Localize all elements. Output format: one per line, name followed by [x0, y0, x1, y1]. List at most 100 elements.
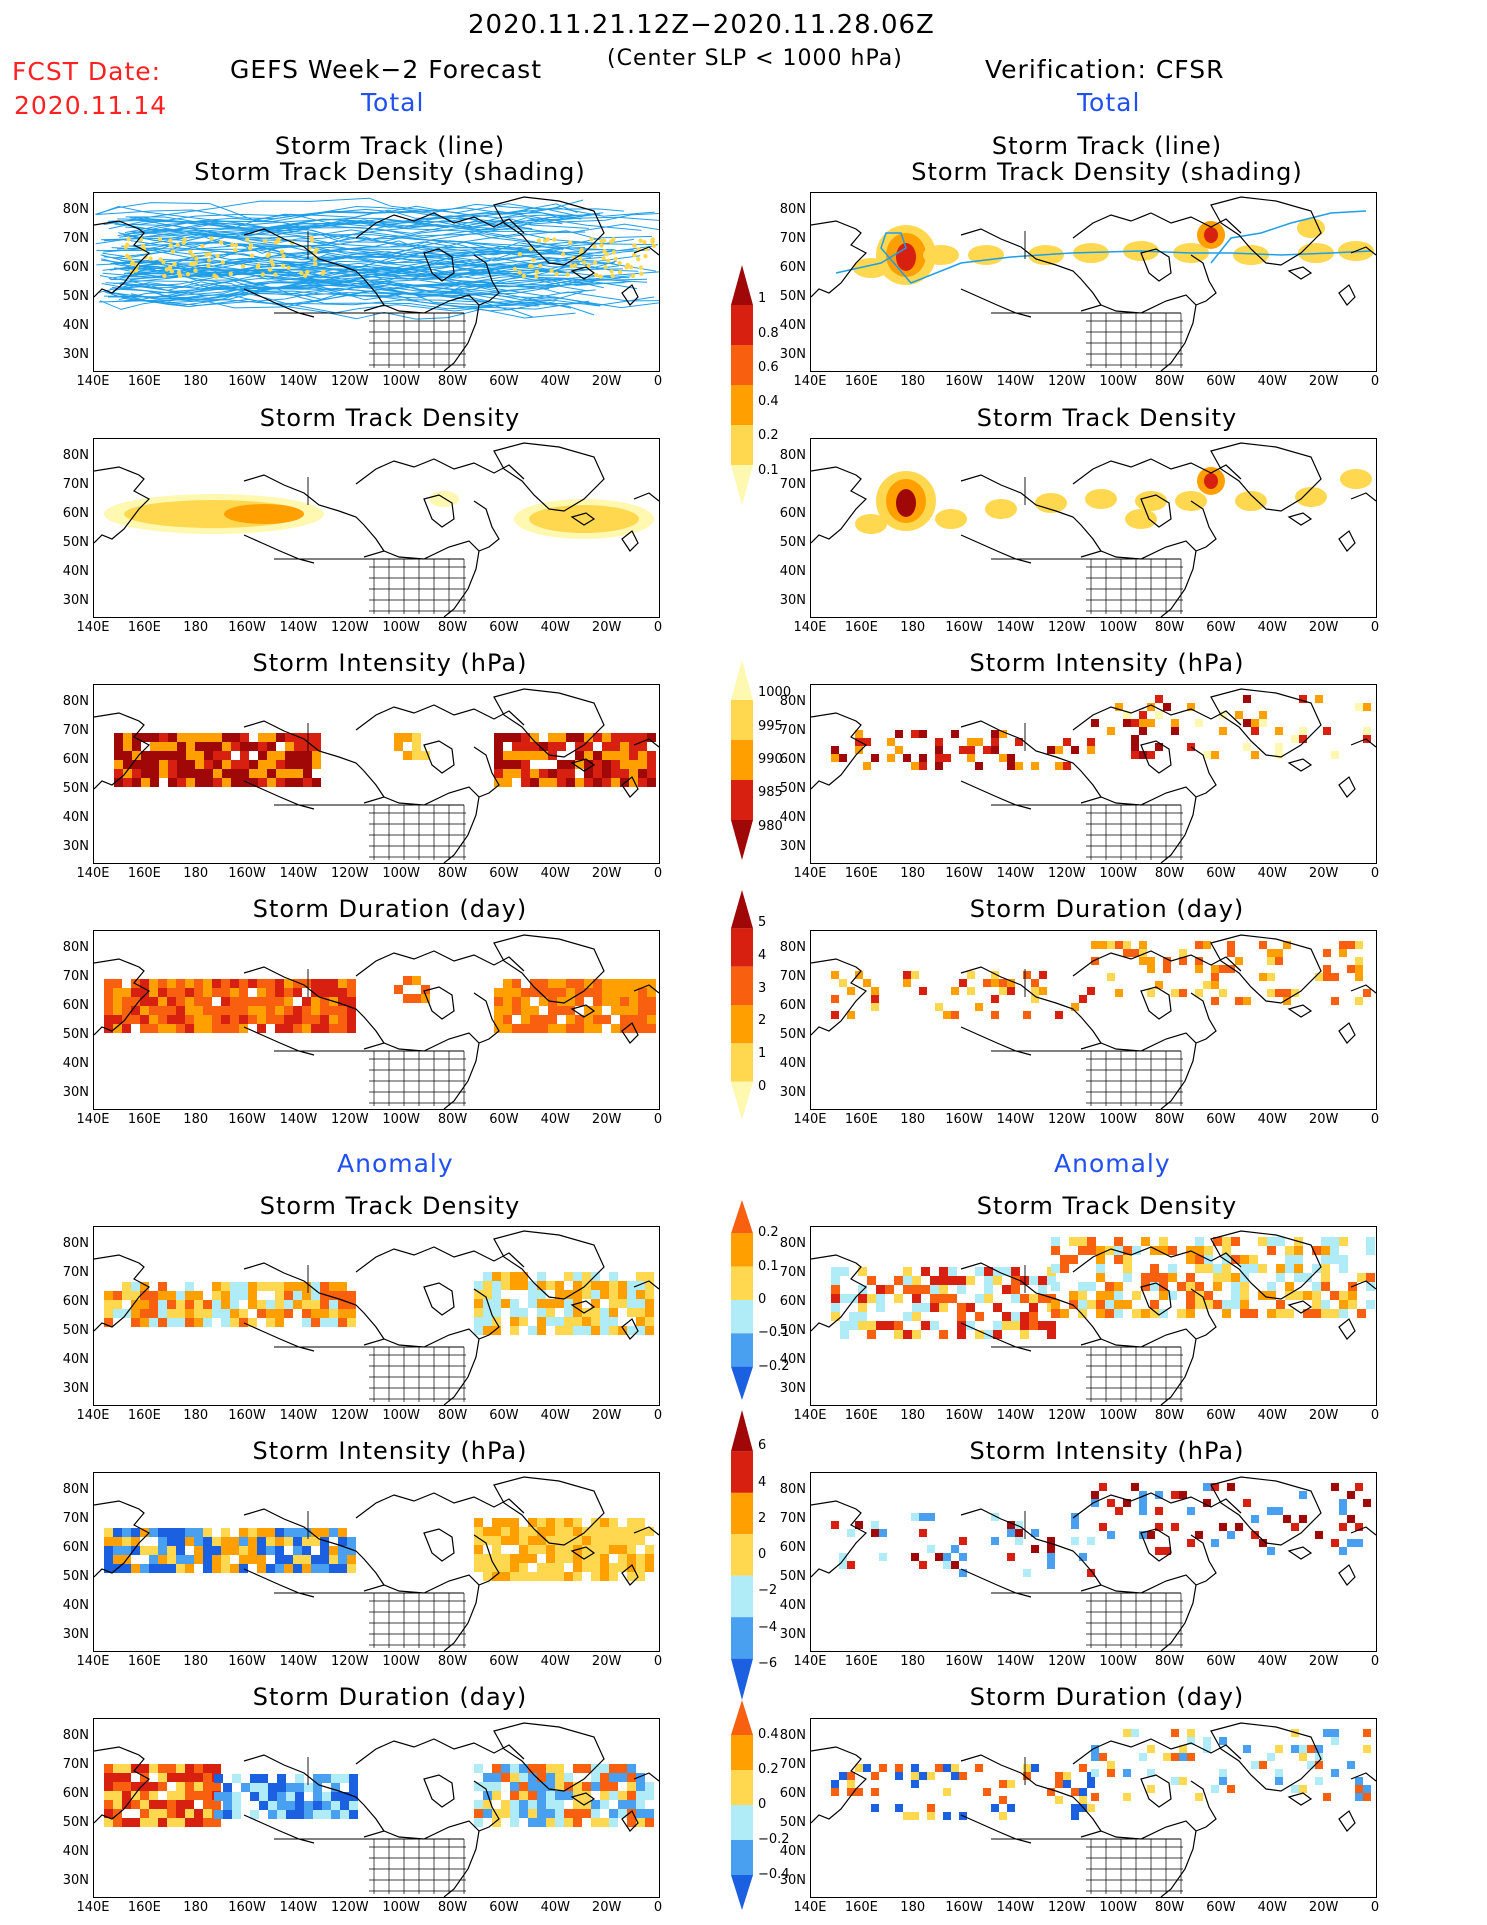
anomaly-density-cell [1276, 1264, 1285, 1273]
anomaly-density-cell [1267, 1237, 1276, 1246]
anomaly-density-cell [921, 1321, 930, 1330]
duration-cell [1195, 989, 1203, 997]
anomaly-intensity-cell [338, 1564, 347, 1573]
duration-cell [122, 997, 131, 1006]
duration-cell [521, 1015, 530, 1024]
anomaly-density-cell [140, 1318, 149, 1327]
anomaly-intensity-cell [1291, 1523, 1299, 1531]
anomaly-density-cell [975, 1330, 984, 1339]
anomaly-duration-cell [212, 1800, 221, 1809]
anomaly-duration-cell [1275, 1769, 1283, 1777]
right-column-title: Verification: CFSR [985, 55, 1225, 84]
intensity-cell [132, 760, 141, 769]
intensity-cell [213, 733, 222, 742]
duration-cell [122, 988, 131, 997]
duration-cell [1023, 1011, 1031, 1019]
right-track-line-title: Storm Track (line) [991, 132, 1223, 160]
duration-cell [512, 997, 521, 1006]
anomaly-intensity-cell [176, 1555, 185, 1564]
lon-tick-label: 120W [1047, 1112, 1086, 1127]
track-density-shading [279, 249, 285, 254]
anomaly-density-cell [510, 1299, 519, 1308]
anomaly-duration-cell [847, 1780, 855, 1788]
anomaly-duration-cell [131, 1782, 140, 1791]
anomaly-duration-cell [331, 1792, 340, 1801]
lat-tick-label: 70N [779, 1511, 806, 1526]
intensity-cell [258, 742, 267, 751]
track-density-shading [245, 237, 250, 242]
lon-tick-label: 160W [945, 1408, 983, 1423]
duration-cell [991, 979, 999, 987]
anomaly-duration-cell [1307, 1745, 1315, 1753]
duration-cell [421, 985, 430, 994]
anomaly-duration-cell [1055, 1772, 1063, 1780]
anomaly-intensity-cell [158, 1564, 167, 1573]
intensity-cell [494, 751, 503, 760]
duration-cell [1023, 971, 1031, 979]
lat-tick-label: 60N [62, 752, 89, 767]
forecast-duration-map [93, 930, 660, 1110]
anomaly-density-cell [140, 1309, 149, 1318]
lat-tick-label: 40N [779, 564, 806, 579]
anomaly-density-cell [528, 1281, 537, 1290]
duration-cell [284, 1006, 293, 1015]
anomaly-duration-cell [1187, 1737, 1195, 1745]
lat-tick-label: 80N [62, 940, 89, 955]
anomaly-density-cell [167, 1291, 176, 1300]
duration-cell [602, 979, 611, 988]
anomaly-intensity-cell [1283, 1515, 1291, 1523]
anomaly-duration-cell [492, 1809, 501, 1818]
anomaly-density-cell [1366, 1246, 1375, 1255]
anomaly-intensity-cell [492, 1572, 501, 1581]
anomaly-duration-cell [895, 1772, 903, 1780]
period-title: 2020.11.21.12Z−2020.11.28.06Z [468, 10, 935, 40]
lon-tick-label: 180 [900, 1900, 926, 1915]
duration-cell [394, 985, 403, 994]
duration-cell [539, 979, 548, 988]
lon-tick-label: 80W [1154, 1654, 1185, 1669]
colorbar-tick-label: −0.4 [758, 1867, 790, 1882]
anomaly-density-cell [302, 1318, 311, 1327]
lon-tick-label: 140W [996, 374, 1035, 389]
anomaly-density-cell [849, 1321, 858, 1330]
anomaly-intensity-cell [1227, 1531, 1235, 1539]
intensity-cell [303, 751, 312, 760]
intensity-cell [276, 778, 285, 787]
anomaly-duration-cell [600, 1773, 609, 1782]
lon-tick-label: 160E [127, 1112, 161, 1127]
lon-tick-label: 0 [1370, 620, 1380, 635]
anomaly-intensity-cell [537, 1536, 546, 1545]
duration-cell [293, 1015, 302, 1024]
anomaly-intensity-cell [618, 1536, 627, 1545]
intensity-cell [186, 778, 195, 787]
anomaly-duration-cell [268, 1792, 277, 1801]
colorbar-tick-label: −6 [758, 1655, 778, 1671]
anomaly-intensity-cell [1355, 1523, 1363, 1531]
track-density-shading [249, 253, 255, 258]
duration-cell [584, 979, 593, 988]
intensity-cell [267, 760, 276, 769]
intensity-cell [168, 751, 177, 760]
anomaly-density-cell [1195, 1237, 1204, 1246]
duration-cell [176, 1024, 185, 1033]
colorbar-tick-label: −0.2 [758, 1832, 790, 1847]
anomaly-density-cell [104, 1309, 113, 1318]
colorbar-tick-label: 0 [758, 1079, 767, 1095]
intensity-cell [258, 733, 267, 742]
track-density-shading [129, 261, 135, 267]
anomaly-density-cell [1231, 1300, 1240, 1309]
anomaly-duration-cell [1363, 1729, 1371, 1737]
track-density-shading [517, 270, 522, 275]
anomaly-intensity-cell [501, 1554, 510, 1563]
anomaly-density-cell [627, 1281, 636, 1290]
anomaly-density-cell [230, 1300, 239, 1309]
anomaly-density-cell [1114, 1255, 1123, 1264]
anomaly-intensity-cell [113, 1537, 122, 1546]
left-intensity-title: Storm Intensity (hPa) [252, 649, 528, 677]
lon-tick-label: 20W [1308, 1900, 1339, 1915]
anomaly-density-cell [1213, 1300, 1222, 1309]
anomaly-density-cell [284, 1309, 293, 1318]
anomaly-duration-cell [839, 1772, 847, 1780]
anomaly-duration-cell [1291, 1785, 1299, 1793]
anomaly-density-cell [1159, 1237, 1168, 1246]
